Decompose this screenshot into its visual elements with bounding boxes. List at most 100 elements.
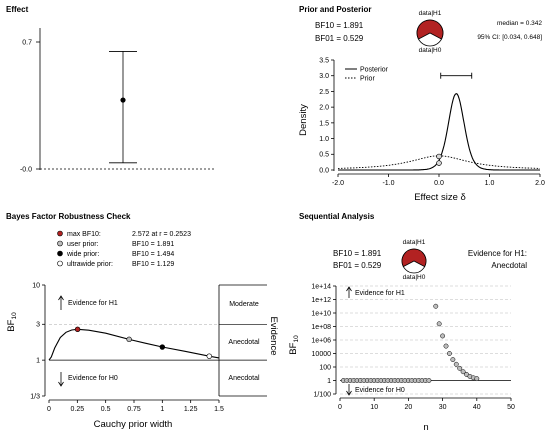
pp-density-at-zero-point xyxy=(436,153,442,160)
seq-y-tick-label: 1e+12 xyxy=(311,297,331,304)
effect-title: Effect xyxy=(6,5,29,14)
seq-y-tick-label: 1 xyxy=(327,378,331,385)
rb-x-tick-label: 1.5 xyxy=(214,406,224,413)
rb-x-tick-label: 0.75 xyxy=(127,406,141,413)
seq-evidence-h1-text: Evidence for H1 xyxy=(355,290,405,297)
effect-tick-label: -0.0 xyxy=(20,167,32,174)
seq-bf-point xyxy=(426,378,432,383)
pp-bf01-label: BF01 = 0.529 xyxy=(315,34,364,43)
seq-bf-point xyxy=(474,376,480,382)
seq-bf-point xyxy=(450,357,456,363)
robustness-title: Bayes Factor Robustness Check xyxy=(6,212,131,221)
rb-bf-curve xyxy=(48,328,220,361)
rb-prior-marker xyxy=(126,336,132,343)
pp-pie-top-label: data|H1 xyxy=(419,10,442,17)
seq-y-tick-label: 1e+08 xyxy=(311,324,331,331)
seq-bf01-label: BF01 = 0.529 xyxy=(333,261,382,270)
rb-axes: 10 3 1 1/3 0 0.25 0.5 0.75 1 1.25 1.5 xyxy=(30,282,267,413)
rb-legend-label: max BF10: xyxy=(67,231,101,238)
pp-x-tick-label: -1.0 xyxy=(382,180,394,187)
effect-panel: Effect 0.7 -0.0 xyxy=(6,5,215,174)
seq-x-tick-label: 30 xyxy=(439,404,447,411)
legend-posterior-label: Posterior xyxy=(360,67,389,74)
pp-density-at-zero-point xyxy=(436,160,442,166)
seq-x-tick-label: 50 xyxy=(507,404,515,411)
pp-median-label: median = 0.342 xyxy=(497,20,542,27)
pp-x-tick-label: -2.0 xyxy=(332,180,344,187)
rb-y-axis-label: BF10 xyxy=(6,312,18,332)
robustness-legend: max BF10: 2.572 at r = 0.2523 user prior: B… xyxy=(57,230,191,268)
seq-x-tick-label: 10 xyxy=(370,404,378,411)
seq-bf-point xyxy=(436,321,442,327)
pp-x-tick-label: 0.0 xyxy=(434,180,444,187)
seq-pie-top-label: data|H1 xyxy=(403,239,426,246)
rb-x-tick-label: 1 xyxy=(160,406,164,413)
rb-legend-value: BF10 = 1.494 xyxy=(132,251,174,258)
seq-arrow-h0-head xyxy=(346,390,352,396)
pie-h1-slice xyxy=(401,248,427,268)
seq-evidence-category: Anecdotal xyxy=(491,261,527,270)
rb-y-tick-label: 1/3 xyxy=(30,393,40,400)
seq-x-tick-label: 40 xyxy=(473,404,481,411)
rb-x-tick-label: 0 xyxy=(47,406,51,413)
seq-evidence-h0-text: Evidence for H0 xyxy=(355,387,405,394)
rb-region-anecdotal-h1: Anecdotal xyxy=(228,339,260,346)
rb-legend-label: wide prior: xyxy=(66,251,99,258)
pp-bf10-label: BF10 = 1.891 xyxy=(315,21,364,30)
rb-legend-label: user prior: xyxy=(67,241,99,248)
rb-y-tick-label: 1 xyxy=(36,358,40,365)
rb-x-tick-label: 0.25 xyxy=(71,406,85,413)
pp-x-tick-label: 1.0 xyxy=(485,180,495,187)
rb-legend-label: ultrawide prior: xyxy=(67,261,113,268)
pp-y-axis-label: Density xyxy=(298,104,309,136)
pp-y-tick-label: 3.0 xyxy=(319,73,329,80)
rb-y-tick-label: 3 xyxy=(36,322,40,329)
seq-bf-point xyxy=(440,333,446,339)
effect-point xyxy=(120,97,126,103)
seq-bf-point xyxy=(446,351,452,356)
rb-evidence-h1-text: Evidence for H1 xyxy=(68,300,118,307)
seq-x-axis-label: n xyxy=(423,422,428,433)
seq-bf-point xyxy=(453,361,459,367)
legend-prior-label: Prior xyxy=(360,76,375,83)
rb-prior-marker xyxy=(206,353,212,359)
seq-axes: 1e+14 1e+12 1e+10 1e+08 1e+06 10000 100 1 1/100 0… xyxy=(311,283,515,411)
rb-legend-marker xyxy=(57,230,63,237)
rb-x-tick-label: 1.25 xyxy=(184,406,198,413)
prior-posterior-panel: Prior and Posterior BF10 = 1.891 BF01 = … xyxy=(298,5,545,203)
seq-y-tick-label: 1e+10 xyxy=(311,310,331,317)
pie-h1-slice xyxy=(416,19,444,40)
pp-pie-chart xyxy=(416,19,444,47)
pp-x-tick-label: 2.0 xyxy=(535,180,545,187)
rb-evidence-h0-text: Evidence for H0 xyxy=(68,375,118,382)
seq-evidence-h1: Evidence for H1: xyxy=(468,249,527,258)
pp-y-tick-label: 1.0 xyxy=(319,136,329,143)
effect-marks xyxy=(109,51,137,164)
rb-evidence-label: Evidence xyxy=(268,316,279,355)
seq-y-tick-label: 100 xyxy=(319,364,331,371)
rb-y-tick-label: 10 xyxy=(32,282,40,289)
seq-x-tick-label: 0 xyxy=(338,404,342,411)
pp-x-axis-label: Effect size δ xyxy=(414,192,466,203)
seq-y-tick-label: 1/100 xyxy=(313,391,331,398)
effect-tick-label: 0.7 xyxy=(22,40,32,47)
rb-arrow-h0-head xyxy=(58,381,64,387)
rb-legend-marker xyxy=(57,260,63,267)
rb-x-axis-label: Cauchy prior width xyxy=(94,419,173,430)
rb-prior-marker xyxy=(74,326,81,333)
sequential-panel: Sequential Analysis BF10 = 1.891 BF01 = … xyxy=(288,212,527,433)
rb-prior-marker xyxy=(159,344,166,350)
rb-arrow-h1-head xyxy=(58,295,64,301)
rb-region-anecdotal-h0: Anecdotal xyxy=(228,375,260,382)
pp-y-tick-label: 0.5 xyxy=(319,152,329,159)
rb-legend-value: 2.572 at r = 0.2523 xyxy=(132,231,191,238)
rb-marks xyxy=(48,295,220,387)
prior-posterior-title: Prior and Posterior xyxy=(299,5,371,14)
seq-bf-point xyxy=(443,343,449,349)
pp-y-tick-label: 2.5 xyxy=(319,89,329,96)
seq-pie-bottom-label: data|H0 xyxy=(403,274,426,281)
pp-y-tick-label: 2.0 xyxy=(319,105,329,112)
seq-pie-chart xyxy=(401,248,427,274)
seq-marks xyxy=(340,286,480,396)
